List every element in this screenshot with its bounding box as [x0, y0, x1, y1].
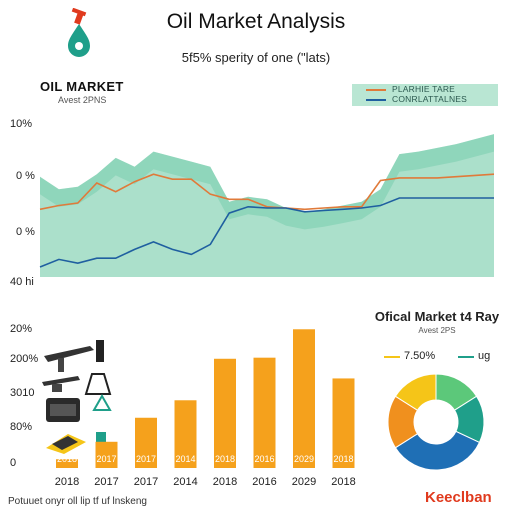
donut-slice	[394, 373, 437, 411]
chart-legend: PLARHIE TARE CONRLATTALNES	[352, 84, 498, 106]
orange-line-series	[39, 173, 495, 211]
x-tick-label: 2018	[55, 476, 79, 488]
drilling-rig-icon	[46, 432, 106, 454]
bar-label: 2014	[175, 454, 195, 464]
pie-title: Ofical Market t4 Ray	[374, 309, 500, 324]
y-tick-label: 10%	[10, 118, 33, 130]
legend-label: 7.50%	[404, 350, 436, 362]
legend-label: PLARHIE TARE	[392, 84, 456, 94]
oil-drop-logo-icon	[68, 8, 90, 57]
legend-label: CONRLATTALNES	[392, 94, 468, 104]
y-tick-label: 3010	[10, 387, 34, 399]
blue-line-series	[39, 197, 494, 268]
bar-label: 2018	[333, 454, 353, 464]
page-subtitle: 5f5% sperity of one ("lats)	[181, 50, 331, 65]
bar	[95, 441, 118, 468]
bar	[135, 417, 157, 468]
y-tick-label: 80%	[10, 421, 32, 433]
bar-label: 2016	[254, 454, 274, 464]
bar	[332, 378, 355, 468]
legend-label: ug	[478, 350, 491, 362]
donut-slice	[394, 430, 481, 471]
page-title: Oil Market Analysis	[166, 10, 346, 33]
footer-caption: Potuuet onyr oll lip tf uf lnskeng	[8, 496, 147, 507]
x-tick-label: 2029	[292, 476, 316, 488]
legend-swatch-teal	[458, 356, 474, 358]
bar-label: 2018	[57, 454, 77, 464]
oil-pump-icon	[42, 373, 112, 395]
bar	[174, 400, 197, 468]
x-tick-label: 2016	[252, 476, 276, 488]
bar-label: 2017	[96, 454, 116, 464]
brand-logo: Keeclban	[425, 489, 492, 506]
bar	[253, 357, 276, 468]
pie-subtitle: Avest 2PS	[418, 326, 456, 335]
pie-legend: 7.50% ug	[384, 350, 512, 364]
x-tick-label: 2018	[331, 476, 355, 488]
bar-chart: 20% 200% 3010 80% 0 2018 2018 2017 2017 2017 2017 2…	[10, 323, 356, 488]
bar-label: 2029	[294, 454, 314, 464]
y-tick-label: 0 %	[16, 226, 35, 238]
bar	[214, 358, 236, 468]
area-line-chart	[39, 134, 495, 277]
oil-derrick-icon	[44, 340, 104, 372]
legend-swatch-blue	[366, 99, 386, 101]
bar	[56, 459, 78, 468]
legend-swatch-yellow	[384, 356, 400, 358]
y-tick-label: 20%	[10, 323, 32, 335]
y-tick-label: 200%	[10, 353, 38, 365]
bar-label: 2017	[136, 454, 156, 464]
y-tick-label: 40 hi	[10, 276, 34, 288]
x-tick-label: 2017	[134, 476, 158, 488]
y-tick-label: 0 %	[16, 170, 35, 182]
bar	[293, 329, 315, 468]
panel-title: OIL MARKET	[40, 79, 124, 94]
x-tick-label: 2017	[94, 476, 118, 488]
y-tick-label: 0	[10, 457, 16, 469]
x-tick-label: 2014	[173, 476, 197, 488]
oil-industry-icons	[42, 340, 112, 454]
panel-subtitle: Avest 2PNS	[58, 95, 107, 105]
x-tick-label: 2018	[213, 476, 237, 488]
legend-swatch-orange	[366, 89, 386, 91]
bar-label: 2018	[215, 454, 235, 464]
donut-chart	[387, 373, 485, 471]
oil-tank-icon	[46, 393, 112, 422]
